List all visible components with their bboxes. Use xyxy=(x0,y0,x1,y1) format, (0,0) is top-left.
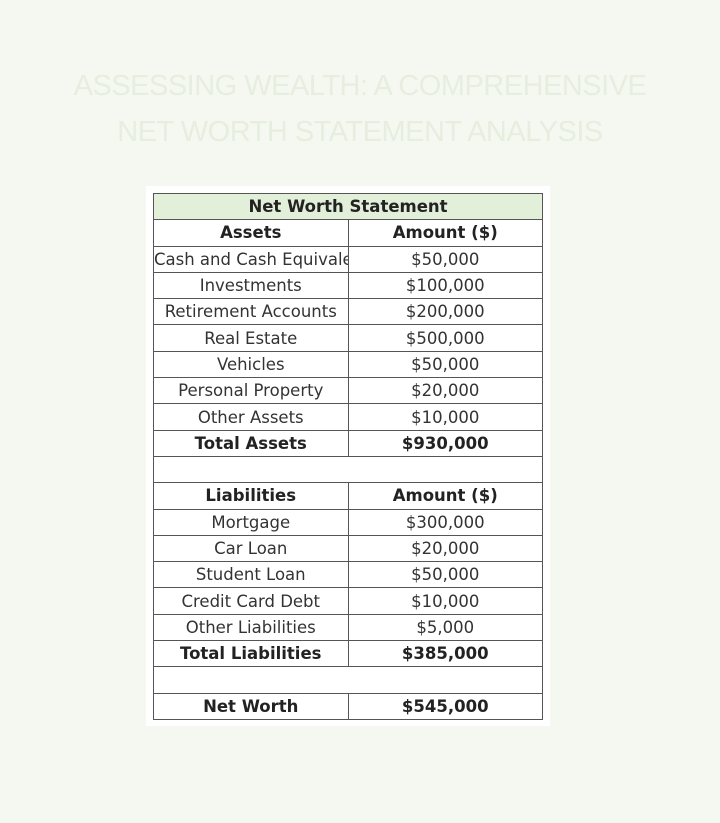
amount-cell: $385,000 xyxy=(347,640,543,668)
amount-cell: $300,000 xyxy=(347,508,543,536)
spacer-cell xyxy=(153,455,543,484)
table-title: Net Worth Statement xyxy=(153,192,543,221)
label-cell: Liabilities xyxy=(153,482,349,510)
net-worth-row: Net Worth $545,000 xyxy=(153,692,543,720)
label-cell: Real Estate xyxy=(153,324,349,352)
label-cell: Personal Property xyxy=(153,377,349,405)
label-cell: Cash and Cash Equivalents xyxy=(153,245,349,273)
amount-cell: $50,000 xyxy=(347,245,543,273)
amount-cell: $5,000 xyxy=(347,613,543,642)
assets-header-row: Assets Amount ($) xyxy=(153,219,543,247)
liability-row: Mortgage $300,000 xyxy=(153,508,543,536)
amount-cell: $10,000 xyxy=(347,587,543,615)
label-cell: Investments xyxy=(153,271,349,300)
spacer-row xyxy=(153,455,543,484)
amount-cell: Amount ($) xyxy=(347,219,543,247)
label-cell: Total Assets xyxy=(153,429,349,457)
liability-row: Other Liabilities $5,000 xyxy=(153,613,543,642)
label-cell: Mortgage xyxy=(153,508,349,536)
spacer-row xyxy=(153,666,543,694)
label-cell: Net Worth xyxy=(153,692,349,720)
liability-row: Student Loan $50,000 xyxy=(153,561,543,589)
net-worth-table: Net Worth Statement Assets Amount ($) Cash… xyxy=(153,192,543,720)
asset-row: Cash and Cash Equivalents$50,000 xyxy=(153,245,543,273)
liability-row: Car Loan $20,000 xyxy=(153,534,543,563)
amount-cell: $500,000 xyxy=(347,324,543,352)
page-title-line2: NET WORTH STATEMENT ANALYSIS xyxy=(117,116,603,148)
amount-cell: $930,000 xyxy=(347,429,543,457)
label-cell: Student Loan xyxy=(153,561,349,589)
amount-cell: $50,000 xyxy=(347,350,543,379)
amount-cell: $10,000 xyxy=(347,403,543,431)
amount-cell: $200,000 xyxy=(347,298,543,326)
amount-cell: Amount ($) xyxy=(347,482,543,510)
amount-cell: $545,000 xyxy=(347,692,543,720)
label-cell: Vehicles xyxy=(153,350,349,379)
total-liabilities-row: Total Liabilities $385,000 xyxy=(153,640,543,668)
asset-row: Retirement Accounts $200,000 xyxy=(153,298,543,326)
asset-row: Other Assets $10,000 xyxy=(153,403,543,431)
amount-cell: $20,000 xyxy=(347,534,543,563)
liabilities-header-row: Liabilities Amount ($) xyxy=(153,482,543,510)
table-title-row: Net Worth Statement xyxy=(153,192,543,221)
label-cell: Credit Card Debt xyxy=(153,587,349,615)
amount-cell: $50,000 xyxy=(347,561,543,589)
label-cell: Total Liabilities xyxy=(153,640,349,668)
asset-row: Vehicles $50,000 xyxy=(153,350,543,379)
asset-row: Personal Property $20,000 xyxy=(153,377,543,405)
amount-cell: $100,000 xyxy=(347,271,543,300)
label-cell: Other Liabilities xyxy=(153,613,349,642)
label-cell: Assets xyxy=(153,219,349,247)
spacer-cell xyxy=(153,666,543,694)
page-title-line1: ASSESSING WEALTH: A COMPREHENSIVE xyxy=(73,70,647,102)
label-cell: Retirement Accounts xyxy=(153,298,349,326)
amount-cell: $20,000 xyxy=(347,377,543,405)
total-assets-row: Total Assets $930,000 xyxy=(153,429,543,457)
label-cell: Other Assets xyxy=(153,403,349,431)
asset-row: Investments $100,000 xyxy=(153,271,543,300)
liability-row: Credit Card Debt $10,000 xyxy=(153,587,543,615)
label-cell: Car Loan xyxy=(153,534,349,563)
asset-row: Real Estate $500,000 xyxy=(153,324,543,352)
